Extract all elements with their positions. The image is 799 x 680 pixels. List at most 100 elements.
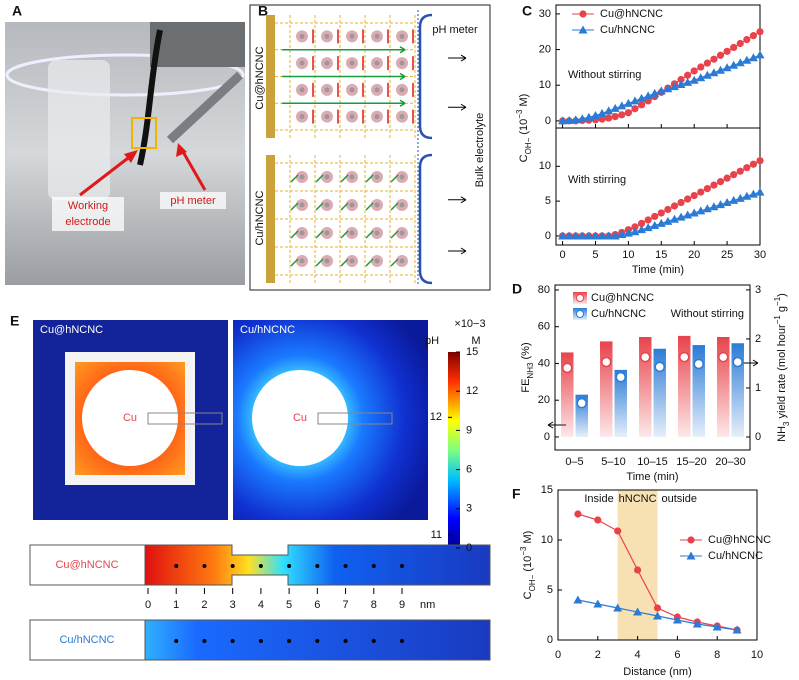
heatmaps [29, 320, 491, 661]
legend-label: Cu/hNCNC [708, 550, 763, 562]
schematic-label: Bulk electrolyte [474, 113, 486, 188]
profile-tick-label: 1 [173, 599, 179, 611]
probe-point [258, 564, 263, 568]
marker [755, 50, 765, 59]
profile-unit: nm [420, 599, 435, 611]
marker [663, 84, 673, 93]
particle-core [299, 174, 305, 180]
flux-arrow [390, 174, 399, 183]
legend-marker [687, 536, 695, 544]
marker [743, 35, 751, 44]
marker [716, 51, 725, 59]
colorbar-tick-label: 3 [466, 503, 472, 515]
marker [676, 80, 686, 89]
y-tick-label: 5 [547, 584, 553, 596]
particle-core [374, 114, 380, 120]
yield-marker [615, 371, 626, 383]
marker [722, 63, 732, 72]
bar [614, 369, 627, 437]
marker [604, 106, 614, 115]
flux-arrow [290, 258, 299, 267]
marker [574, 510, 582, 518]
bar [600, 341, 613, 437]
marker [692, 619, 702, 628]
profile-tick-label: 5 [286, 599, 292, 611]
label-part: NH3 [526, 362, 535, 379]
bar [717, 336, 730, 437]
y-tick-label: 30 [539, 8, 551, 20]
legend-label: Cu/hNCNC [591, 308, 646, 320]
marker [702, 70, 712, 79]
marker [634, 566, 642, 574]
colorbar-tick-label: 11 [431, 529, 442, 541]
marker [702, 204, 712, 213]
particle-core [349, 33, 355, 39]
photo-label: pH meter [170, 195, 216, 207]
flux-arrow [290, 230, 299, 239]
marker [672, 615, 682, 624]
schematic-label: Cu/hNCNC [254, 190, 266, 245]
marker [676, 212, 686, 221]
probe-point [174, 564, 179, 568]
bracket [418, 153, 433, 285]
marker [643, 91, 653, 100]
marker [644, 216, 652, 224]
schematic-label: Cu@hNCNC [254, 46, 266, 109]
axis-label: COH− (10−3 M) [515, 94, 533, 163]
marker [623, 228, 633, 237]
marker [571, 115, 581, 124]
yield-marker [576, 397, 587, 409]
label-part: −1 [773, 315, 782, 325]
legend-label: Cu/hNCNC [600, 24, 655, 36]
x-tick-label: 5 [592, 249, 598, 261]
x-tick-label: 0 [555, 649, 561, 661]
particle-core [374, 87, 380, 93]
marker [630, 227, 640, 236]
marker [736, 167, 744, 175]
marker [593, 599, 603, 608]
probe-point [400, 639, 404, 643]
marker [677, 75, 685, 84]
particle-core [349, 230, 355, 236]
marker [729, 60, 739, 69]
x-tick-label: 30 [754, 249, 766, 261]
y-tick-label: 5 [545, 195, 551, 207]
marker [669, 214, 679, 223]
particle-core [299, 258, 305, 264]
x-tick-label: 15–20 [676, 456, 707, 468]
legend-label: Cu@hNCNC [591, 292, 654, 304]
marker [631, 105, 639, 113]
y-tick-label: 20 [538, 394, 550, 406]
particle-core [374, 258, 380, 264]
marker [584, 231, 594, 240]
bar [639, 336, 652, 437]
y-tick-label: 40 [538, 357, 550, 369]
photo [5, 22, 245, 285]
probe-point [174, 639, 179, 643]
flux-arrow [340, 258, 349, 267]
y2-tick-label: 1 [755, 382, 761, 394]
axis-label: FENH3 (%) [520, 342, 535, 392]
map-title: Cu@hNCNC [40, 324, 103, 336]
label-part: C [518, 154, 530, 162]
label-part: 3 [782, 421, 791, 426]
x-axis-title: Time (min) [632, 264, 684, 276]
panel-label: C [522, 3, 532, 19]
particle-core [299, 114, 305, 120]
particle-core [374, 33, 380, 39]
bar [678, 335, 691, 437]
x-tick-label: 2 [595, 649, 601, 661]
legend-marker [686, 551, 696, 560]
marker [690, 191, 698, 200]
panel-label: B [258, 3, 268, 19]
yield-marker [654, 361, 665, 373]
marker [709, 68, 719, 77]
profile-tick-label: 2 [201, 599, 207, 611]
marker [610, 103, 620, 112]
marker [558, 231, 568, 240]
marker [709, 202, 719, 211]
marker [684, 195, 692, 203]
label-part: (10 [522, 556, 534, 575]
annotation: With stirring [568, 174, 626, 186]
label-part: M) [522, 531, 534, 547]
